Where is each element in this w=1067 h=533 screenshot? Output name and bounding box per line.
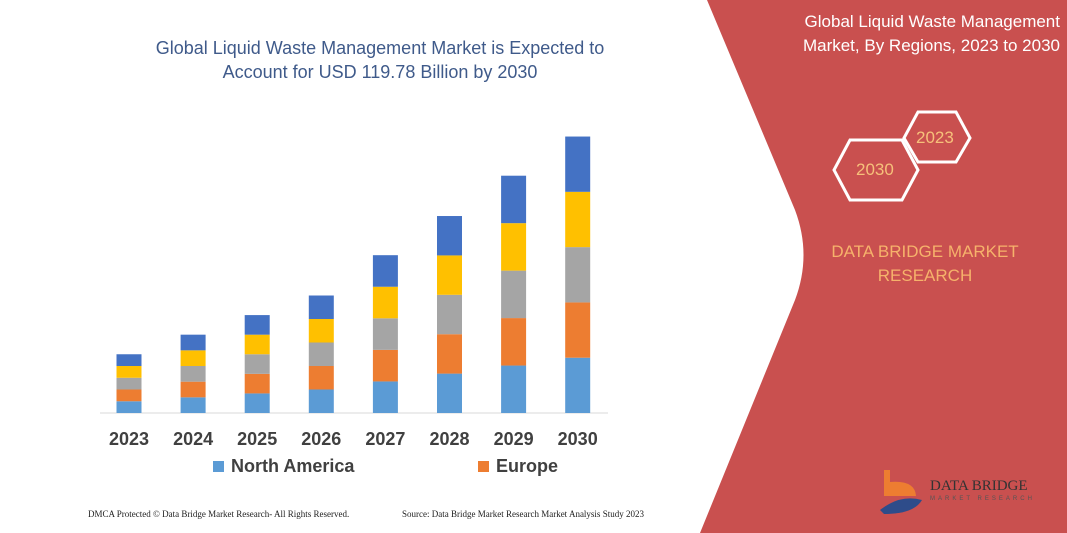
panel-title-line-2: Market, By Regions, 2023 to 2030 (802, 36, 1060, 55)
chart-title: Global Liquid Waste Management Market is… (120, 36, 640, 84)
bar-2029-segment-3 (501, 223, 527, 271)
logo-subtext: MARKET RESEARCH (930, 496, 1035, 502)
bar-2026-segment-4 (308, 295, 334, 320)
title-line-1: Global Liquid Waste Management Market is… (155, 38, 605, 58)
bars (116, 136, 591, 413)
bar-2025-segment-2 (244, 354, 270, 374)
x-tick-label: 2023 (108, 429, 150, 449)
hex-label-2030: 2030 (856, 160, 894, 179)
bar-2028-segment-0 (437, 373, 462, 413)
bar-2023-segment-3 (116, 366, 142, 378)
bar-2029-segment-4 (501, 175, 527, 224)
x-tick-label: 2025 (237, 429, 278, 449)
bar-2028-segment-1 (437, 334, 462, 374)
bar-2027-segment-4 (372, 255, 398, 287)
logo-text: DATA BRIDGE (930, 478, 1028, 494)
bar-2024-segment-1 (180, 381, 206, 398)
x-tick-label: 2024 (173, 429, 214, 449)
footer-source: Source: Data Bridge Market Research Mark… (402, 509, 644, 519)
bar-2028-segment-4 (437, 216, 462, 256)
logo-icon (880, 470, 922, 514)
footer-copyright: DMCA Protected © Data Bridge Market Rese… (88, 509, 350, 519)
bar-2027-segment-3 (372, 286, 398, 319)
panel-title-line-1: Global Liquid Waste Management (804, 12, 1060, 31)
bar-2024-segment-2 (180, 366, 206, 382)
legend-label: Europe (496, 456, 559, 476)
x-tick-label: 2026 (301, 429, 342, 449)
legend-item-europe: Europe (478, 456, 558, 477)
legend-item-north-america: North America (213, 456, 354, 477)
bar-2027-segment-1 (372, 349, 398, 382)
panel-title: Global Liquid Waste Management Market, B… (760, 10, 1060, 58)
bar-2024-segment-4 (180, 334, 206, 351)
bar-2023-segment-2 (116, 377, 142, 390)
bar-2030-segment-1 (565, 302, 591, 358)
legend-swatch (213, 461, 224, 472)
legend-swatch (478, 461, 489, 472)
bar-2025-segment-0 (244, 393, 270, 413)
x-tick-label: 2028 (429, 429, 470, 449)
red-panel (700, 0, 1067, 533)
x-tick-label: 2029 (493, 429, 534, 449)
hex-label-2023: 2023 (916, 128, 954, 147)
bar-2030-segment-3 (565, 191, 591, 248)
bar-2030-segment-2 (565, 247, 591, 303)
bar-2025-segment-1 (244, 373, 270, 394)
bar-2029-segment-2 (501, 270, 527, 319)
bar-2028-segment-2 (437, 294, 462, 335)
bar-2030-segment-0 (565, 357, 591, 413)
bar-2024-segment-3 (180, 350, 206, 367)
brand-line-1: DATA BRIDGE MARKET (831, 242, 1019, 261)
bar-2026-segment-2 (308, 342, 334, 367)
hexagon-2030 (832, 138, 920, 202)
x-tick-label: 2030 (557, 429, 598, 449)
bar-2023-segment-0 (116, 401, 142, 413)
bar-2028-segment-3 (437, 255, 462, 295)
bar-2026-segment-0 (308, 389, 334, 413)
bar-2025-segment-3 (244, 334, 270, 355)
bar-2027-segment-0 (372, 381, 398, 413)
bar-2025-segment-4 (244, 315, 270, 335)
brand-text: DATA BRIDGE MARKET RESEARCH (800, 240, 1050, 288)
bar-2027-segment-2 (372, 318, 398, 350)
bar-2024-segment-0 (180, 397, 206, 413)
bar-2026-segment-1 (308, 366, 334, 390)
bar-2029-segment-1 (501, 318, 527, 366)
bar-2030-segment-4 (565, 136, 591, 192)
legend-label: North America (231, 456, 355, 476)
title-line-2: Account for USD 119.78 Billion by 2030 (222, 62, 538, 82)
bar-2026-segment-3 (308, 319, 334, 343)
bar-2029-segment-0 (501, 365, 527, 413)
brand-line-2: RESEARCH (877, 266, 973, 285)
x-tick-label: 2027 (365, 429, 406, 449)
bar-2023-segment-4 (116, 354, 142, 367)
bar-2023-segment-1 (116, 389, 142, 402)
hexagon-2023 (902, 110, 972, 164)
